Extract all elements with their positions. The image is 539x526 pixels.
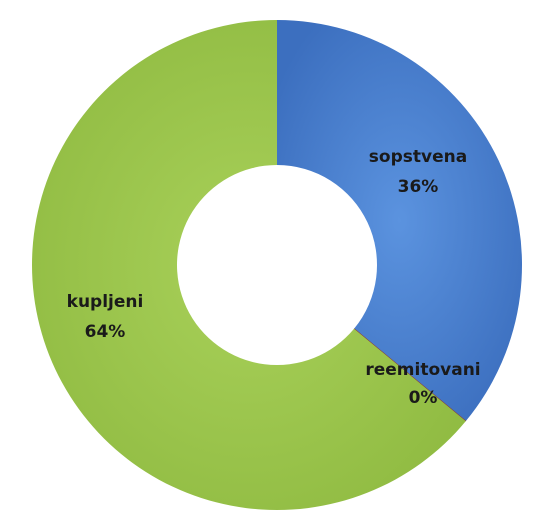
labels-layer: sopstvena 36% reemitovani 0% kupljeni 64% — [67, 147, 481, 408]
slice-name-label-kupljeni: kupljeni — [67, 292, 144, 312]
slice-percent-label-sopstvena: 36% — [398, 177, 439, 197]
slice-percent-label-kupljeni: 64% — [85, 322, 126, 342]
slice-sopstvena — [277, 20, 522, 422]
slice-percent-label-reemitovani: 0% — [409, 388, 438, 408]
slices-layer — [31, 20, 522, 510]
slice-name-label-reemitovani: reemitovani — [365, 360, 480, 380]
slice-name-label-sopstvena: sopstvena — [369, 147, 467, 167]
slice-kupljeni — [31, 20, 466, 510]
